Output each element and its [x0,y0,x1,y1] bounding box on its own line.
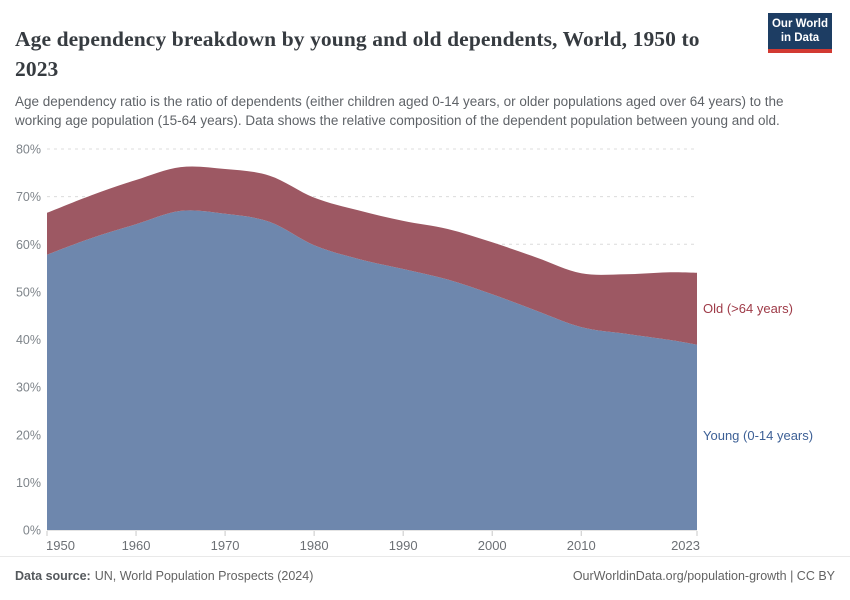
data-source: Data source: UN, World Population Prospec… [15,569,313,583]
area-old [47,166,697,345]
x-tick-label: 1990 [389,538,418,553]
chart-footer: Data source: UN, World Population Prospec… [0,556,850,600]
series-label-young: Young (0-14 years) [703,428,814,443]
x-tick-label: 2000 [478,538,507,553]
chart-subtitle: Age dependency ratio is the ratio of dep… [15,93,784,128]
area-young [47,210,697,530]
x-tick-label: 2023 [671,538,700,553]
owid-logo[interactable]: Our World in Data [768,13,832,53]
y-tick-label: 80% [16,143,41,157]
x-tick-label: 1950 [46,538,75,553]
y-tick-label: 70% [16,190,41,204]
data-source-value: UN, World Population Prospects (2024) [94,569,314,583]
series-label-old: Old (>64 years) [703,301,793,316]
x-tick-label: 1980 [300,538,329,553]
y-tick-label: 30% [16,381,41,395]
x-tick-label: 2010 [567,538,596,553]
x-tick-label: 1970 [211,538,240,553]
y-tick-label: 60% [16,238,41,252]
attribution-link[interactable]: OurWorldinData.org/population-growth | C… [572,569,835,583]
y-tick-label: 40% [16,333,41,347]
y-tick-label: 20% [16,428,41,442]
y-tick-label: 50% [16,285,41,299]
y-tick-label: 0% [23,524,41,538]
page-title: Age dependency breakdown by young and ol… [15,27,700,82]
x-tick-label: 1960 [122,538,151,553]
data-source-label: Data source: [15,569,91,583]
owid-logo-line2: in Data [780,31,820,44]
y-tick-label: 10% [16,476,41,490]
owid-logo-line1: Our World [771,18,828,30]
